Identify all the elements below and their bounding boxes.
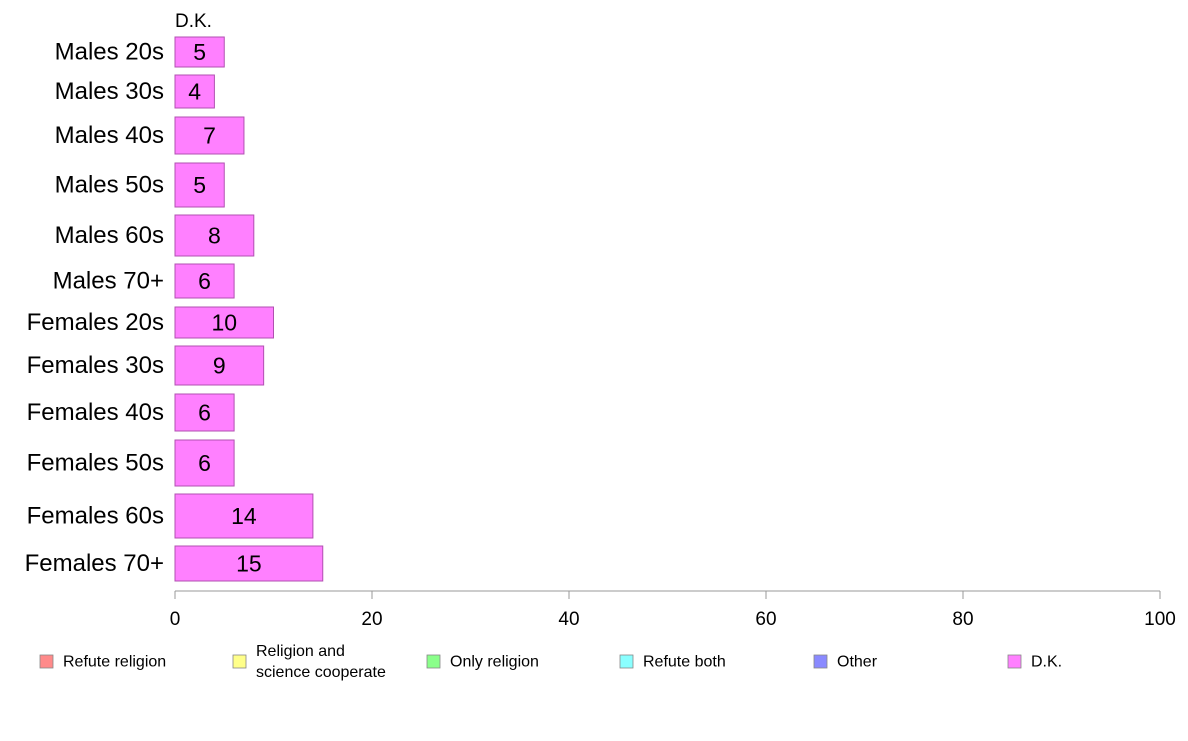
- x-tick-label: 0: [170, 609, 181, 630]
- bar: [174, 493, 314, 539]
- category-label: Males 70+: [53, 268, 164, 295]
- bar-value-label: 6: [198, 268, 211, 294]
- category-label: Females 50s: [27, 450, 164, 477]
- bar: [174, 263, 235, 299]
- legend: Refute religion Religion and science coope…: [39, 643, 1062, 681]
- bar-value-label: 5: [193, 172, 206, 198]
- legend-swatch: [39, 654, 54, 669]
- legend-swatch: [426, 654, 441, 669]
- legend-label: D.K.: [1031, 654, 1062, 671]
- x-tick-label: 20: [361, 609, 382, 630]
- category-label: Females 60s: [27, 503, 164, 530]
- bar-value-label: 15: [236, 551, 262, 577]
- category-label: Males 50s: [55, 172, 164, 199]
- bar: [174, 439, 235, 487]
- x-tick-label: 40: [558, 609, 579, 630]
- bar: [174, 36, 225, 68]
- category-label: Males 20s: [55, 39, 164, 66]
- bar: [174, 545, 324, 582]
- legend-label: Religion and science cooperate: [256, 643, 386, 681]
- category-label: Females 40s: [27, 399, 164, 426]
- bar: [174, 162, 225, 208]
- bar-value-label: 4: [188, 79, 201, 105]
- legend-label: Refute religion: [63, 654, 166, 671]
- bar: [174, 306, 274, 339]
- x-tick-label: 80: [952, 609, 973, 630]
- category-label: Females 30s: [27, 352, 164, 379]
- category-label: Males 60s: [55, 222, 164, 249]
- x-tick-label: 60: [755, 609, 776, 630]
- bar: [174, 116, 245, 155]
- series-label: D.K.: [175, 11, 212, 32]
- legend-label: Only religion: [450, 654, 539, 671]
- category-label: Females 70+: [25, 550, 164, 577]
- bar-value-label: 9: [213, 353, 226, 379]
- x-axis: 0 20 40 60 80 100: [170, 590, 1176, 630]
- category-label: Females 20s: [27, 309, 164, 336]
- bar: [174, 345, 265, 386]
- bar: [174, 214, 255, 257]
- x-tick-label: 100: [1144, 609, 1176, 630]
- legend-label: Other: [837, 654, 878, 671]
- bar-value-label: 14: [231, 503, 257, 529]
- bar-value-label: 10: [211, 310, 237, 336]
- category-label: Males 30s: [55, 78, 164, 105]
- category-label: Males 40s: [55, 122, 164, 149]
- legend-swatch: [619, 654, 634, 669]
- legend-swatch: [232, 654, 247, 669]
- bar: [174, 393, 235, 432]
- legend-label: Refute both: [643, 654, 726, 671]
- legend-swatch: [813, 654, 828, 669]
- bar-value-label: 5: [193, 39, 206, 65]
- bar-value-label: 6: [198, 450, 211, 476]
- bar-value-label: 6: [198, 400, 211, 426]
- bar-value-label: 8: [208, 223, 221, 249]
- bar: [174, 74, 215, 109]
- bar-value-label: 7: [203, 123, 216, 149]
- y-axis-labels: Males 20s Males 30s Males 40s Males 50s Male…: [25, 39, 164, 578]
- legend-swatch: [1007, 654, 1022, 669]
